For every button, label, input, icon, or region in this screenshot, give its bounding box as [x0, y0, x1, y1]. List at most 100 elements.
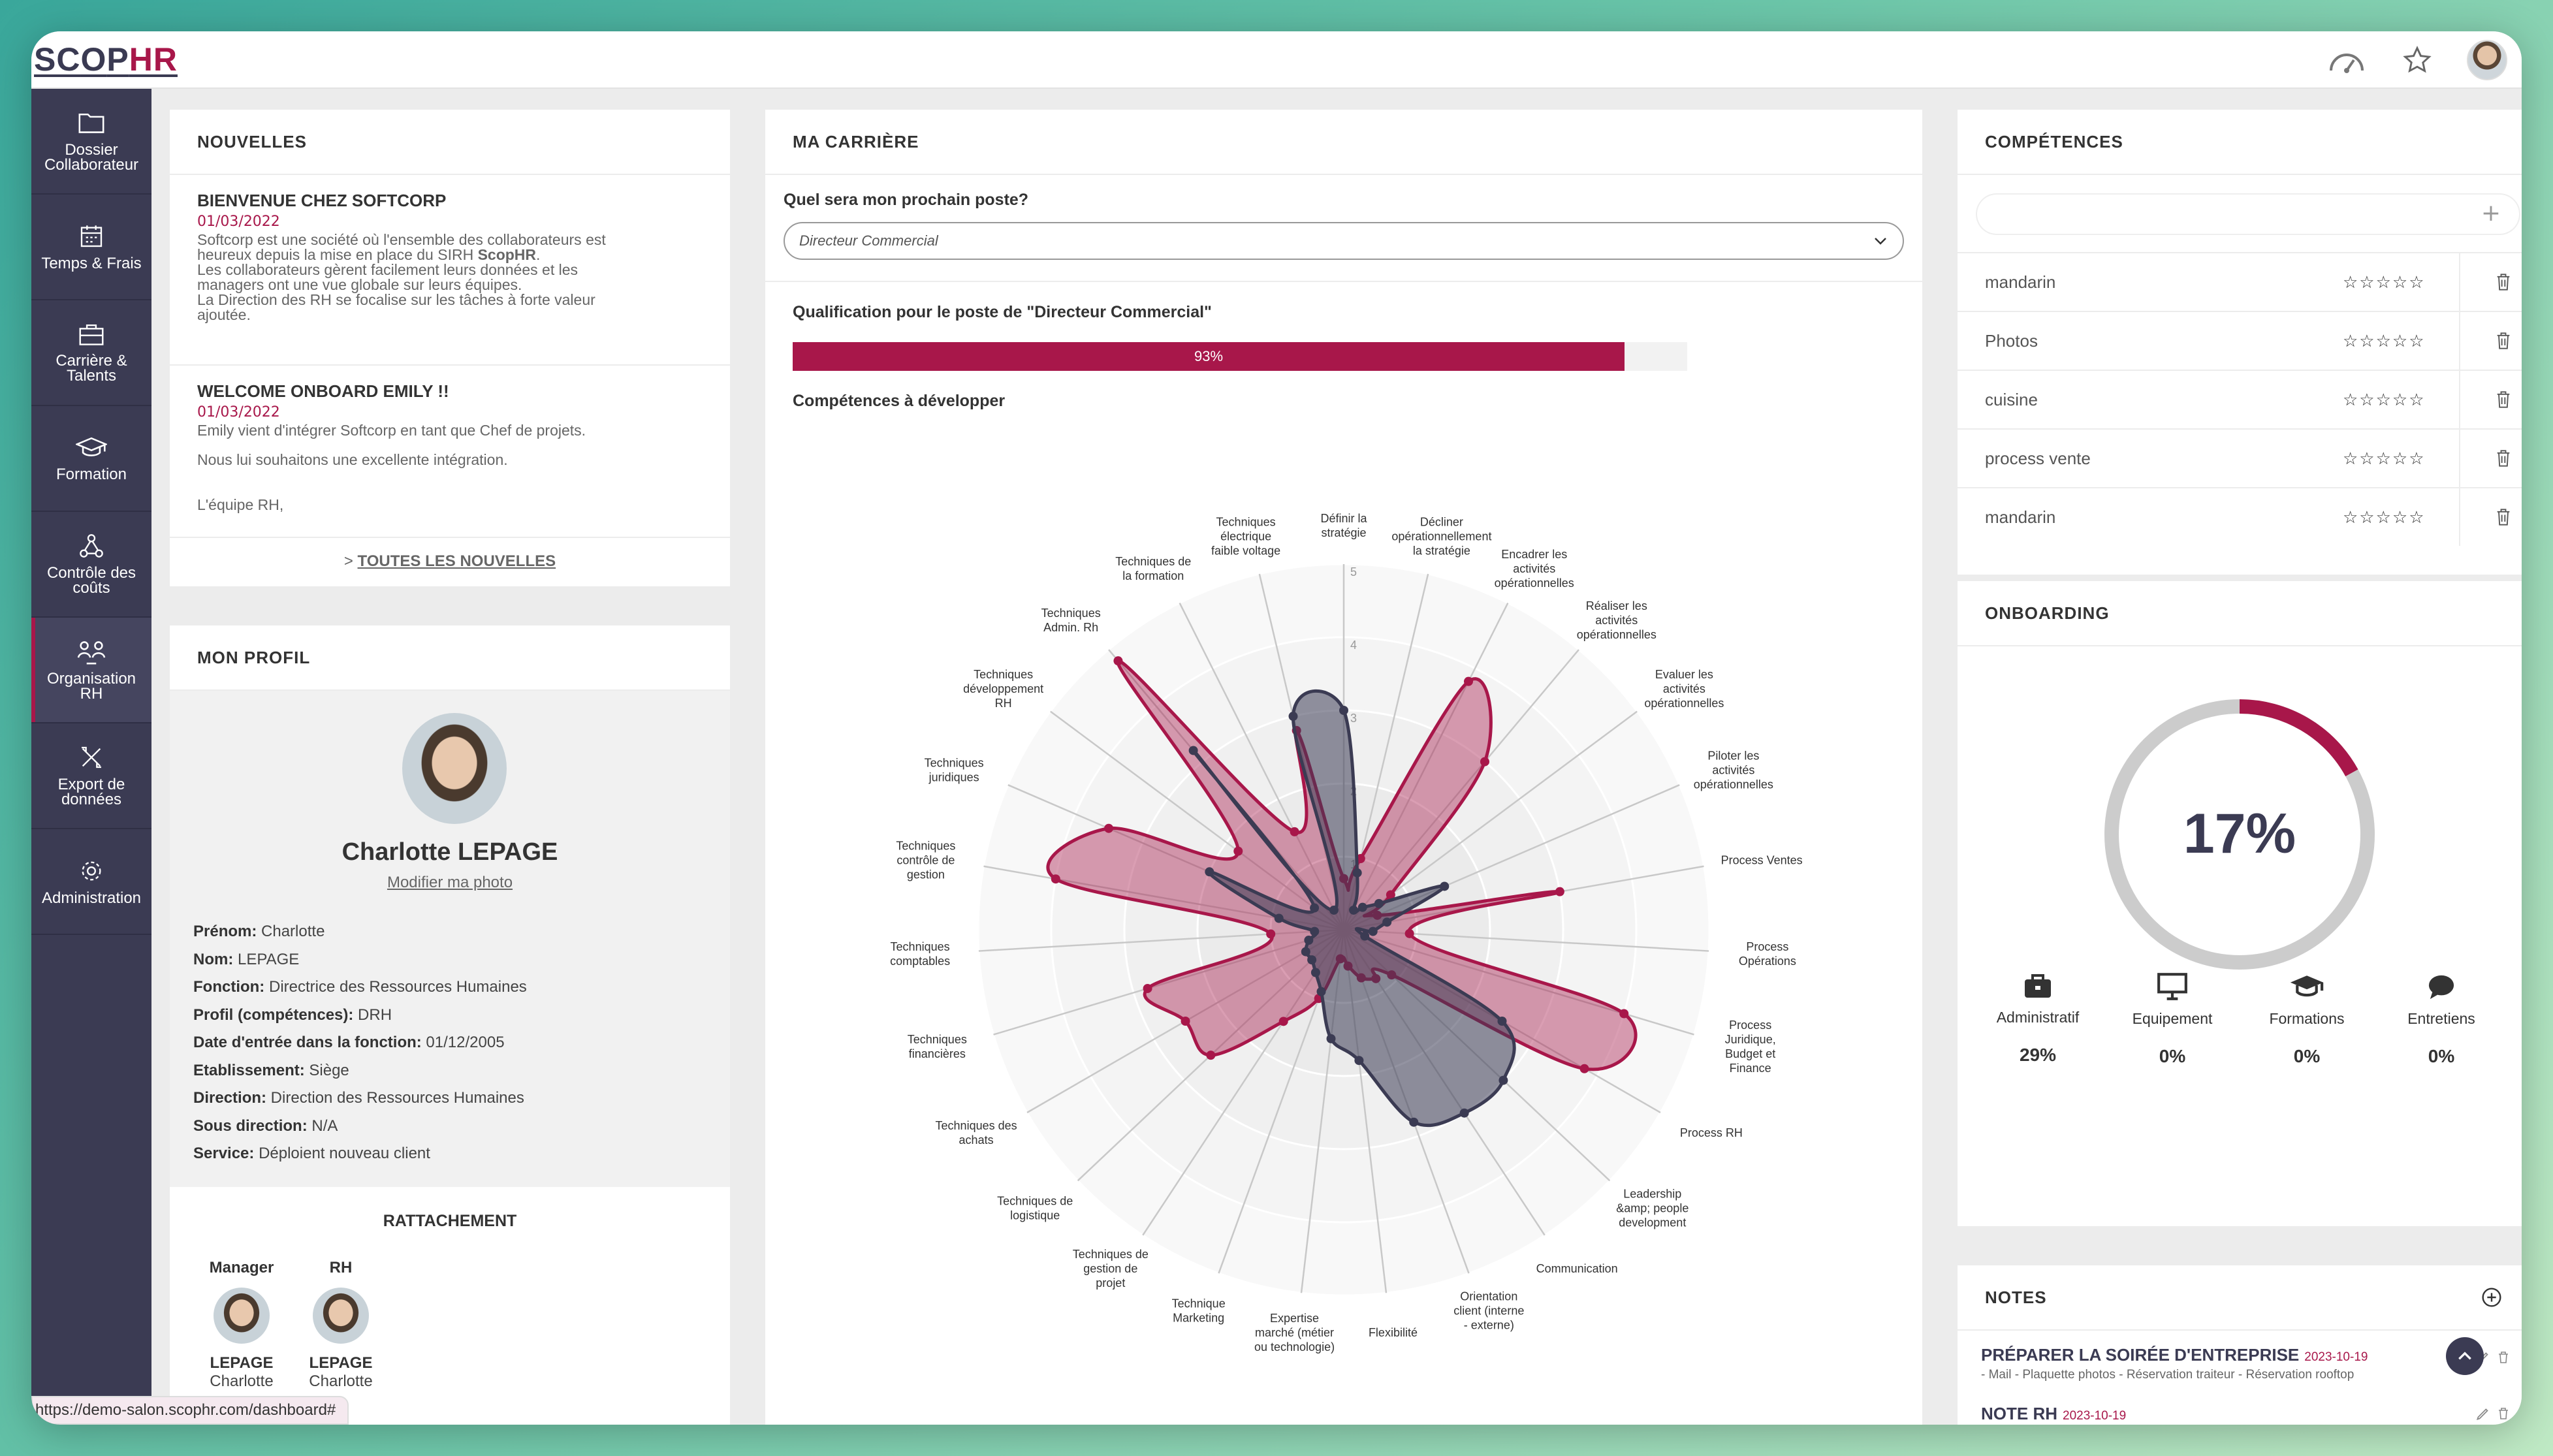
- onboarding-stat-entretiens[interactable]: Entretiens 0%: [2386, 973, 2497, 1067]
- radar-point: [1113, 656, 1123, 666]
- profile-photo: [402, 713, 507, 824]
- sidebar-item-dossier[interactable]: Dossier Collaborateur: [31, 89, 151, 195]
- delete-note-icon[interactable]: [2496, 1405, 2511, 1422]
- radar-category-label: Process RH: [1680, 1126, 1743, 1139]
- radar-point: [1310, 926, 1320, 936]
- radar-category-label: Techniques de la formation: [1115, 555, 1191, 582]
- manager-person[interactable]: Manager LEPAGE Charlotte: [209, 1259, 274, 1390]
- radar-point: [1205, 867, 1214, 877]
- skill-rating-stars[interactable]: ☆☆☆☆☆: [2343, 330, 2426, 351]
- onboarding-stat-formations[interactable]: Formations 0%: [2251, 973, 2362, 1067]
- trash-icon[interactable]: [2494, 507, 2513, 528]
- trash-icon[interactable]: [2494, 448, 2513, 469]
- all-news-link[interactable]: > TOUTES LES NOUVELLES: [343, 552, 556, 570]
- profile-title: MON PROFIL: [170, 625, 730, 691]
- app-window: SCOPHR Dossier Collaborateur Temps & Fra…: [31, 31, 2522, 1425]
- sidebar-item-temps[interactable]: Temps & Frais: [31, 195, 151, 300]
- onboarding-stat-administratif[interactable]: Administratif 29%: [1982, 973, 2093, 1067]
- radar-point: [1464, 676, 1474, 686]
- note-item[interactable]: NOTE RH 2023-10-19: [1981, 1404, 2127, 1423]
- radar-r-tick: 4: [1350, 639, 1357, 652]
- radar-category-label: Techniques électrique faible voltage: [1211, 516, 1280, 558]
- status-bar-url: https://demo-salon.scophr.com/dashboard#: [31, 1396, 349, 1425]
- radar-spoke: [993, 928, 1344, 1036]
- rh-person[interactable]: RH LEPAGE Charlotte: [309, 1259, 373, 1390]
- rattachement-section: RATTACHEMENT Manager LEPAGE Charlotte RH…: [170, 1187, 730, 1425]
- app-logo[interactable]: SCOPHR: [34, 41, 178, 78]
- skill-row: mandarin ☆☆☆☆☆: [1958, 487, 2522, 546]
- radar-point: [1143, 983, 1152, 993]
- scroll-to-top-button[interactable]: [2446, 1337, 2484, 1375]
- onboarding-stats: Administratif 29% Equipement 0% Formatio…: [1958, 973, 2522, 1067]
- favorite-star-icon[interactable]: [2396, 39, 2438, 81]
- profile-field: Sous direction: N/A: [193, 1116, 338, 1135]
- delete-note-icon[interactable]: [2496, 1349, 2511, 1366]
- dashboard-gauge-icon[interactable]: [2326, 39, 2368, 81]
- news-item[interactable]: WELCOME ONBOARD EMILY !! 01/03/2022 Emil…: [170, 366, 730, 538]
- sidebar: Dossier Collaborateur Temps & Frais Carr…: [31, 89, 151, 1425]
- radar-category-label: Piloter les activités opérationnelles: [1694, 749, 1773, 791]
- radar-point: [1354, 1056, 1364, 1066]
- radar-point: [1368, 926, 1378, 936]
- radar-point: [1404, 928, 1414, 938]
- radar-point: [1206, 1051, 1216, 1060]
- radar-point: [1307, 955, 1317, 965]
- skills-radar-chart: 12345Définir lastratégieDéclineropératio…: [890, 512, 1803, 1353]
- radar-category-label: Process Ventes: [1721, 853, 1803, 866]
- profile-fields: Prénom: Charlotte Nom: LEPAGE Fonction: …: [193, 918, 527, 1168]
- profile-card: MON PROFIL Charlotte LEPAGE Modifier ma …: [170, 625, 730, 1425]
- radar-spoke: [1343, 649, 1579, 930]
- briefcase-icon: [79, 324, 104, 345]
- skill-name: cuisine: [1985, 389, 2038, 409]
- sidebar-item-organisation[interactable]: Organisation RH: [31, 618, 151, 723]
- note-item[interactable]: PRÉPARER LA SOIRÉE D'ENTREPRISE 2023-10-1…: [1981, 1345, 2368, 1382]
- skill-rating-stars[interactable]: ☆☆☆☆☆: [2343, 507, 2426, 527]
- sidebar-item-controle[interactable]: Contrôle des coûts: [31, 512, 151, 618]
- next-position-select[interactable]: Directeur Commercial: [784, 222, 1904, 260]
- notes-title: NOTES: [1958, 1265, 2522, 1331]
- qualification-progress: 93%: [793, 342, 1687, 371]
- user-avatar[interactable]: [2467, 40, 2507, 80]
- radar-category-label: Décliner opérationnellement la stratégie: [1391, 516, 1491, 558]
- chevron-up-icon: [2458, 1352, 2471, 1360]
- radar-point: [1409, 1117, 1419, 1127]
- top-bar: SCOPHR: [31, 31, 2522, 89]
- onboarding-title: ONBOARDING: [1958, 581, 2522, 646]
- chat-icon: [2428, 975, 2454, 1000]
- qualification-title: Qualification pour le poste de "Directeu…: [793, 303, 1212, 321]
- sidebar-item-administration[interactable]: Administration: [31, 829, 151, 935]
- radar-category-label: Techniques de gestion de projet: [1073, 1248, 1149, 1290]
- news-item[interactable]: BIENVENUE CHEZ SOFTCORP 01/03/2022 Softc…: [170, 175, 730, 366]
- news-card: NOUVELLES BIENVENUE CHEZ SOFTCORP 01/03/…: [170, 110, 730, 586]
- edit-photo-link[interactable]: Modifier ma photo: [387, 874, 513, 891]
- radar-point: [1051, 874, 1060, 884]
- add-skill-plus-icon[interactable]: +: [2481, 200, 2501, 227]
- trash-icon[interactable]: [2494, 389, 2513, 410]
- radar-point: [1181, 1017, 1190, 1026]
- competences-card: COMPÉTENCES + mandarin ☆☆☆☆☆ Photos ☆☆☆☆☆ cu…: [1958, 110, 2522, 575]
- add-skill-input[interactable]: +: [1976, 193, 2520, 235]
- skill-rating-stars[interactable]: ☆☆☆☆☆: [2343, 272, 2426, 292]
- radar-category-label: Leadership &amp; people development: [1616, 1187, 1689, 1229]
- news-title: NOUVELLES: [170, 110, 730, 175]
- skill-row: mandarin ☆☆☆☆☆: [1958, 252, 2522, 311]
- trash-icon[interactable]: [2494, 272, 2513, 293]
- sidebar-item-export[interactable]: Export de données: [31, 723, 151, 829]
- skill-rating-stars[interactable]: ☆☆☆☆☆: [2343, 389, 2426, 409]
- radar-spoke: [1342, 603, 1509, 930]
- skill-name: mandarin: [1985, 272, 2056, 292]
- skill-row: Photos ☆☆☆☆☆: [1958, 311, 2522, 370]
- edit-note-icon[interactable]: [2475, 1405, 2492, 1422]
- radar-point: [1316, 987, 1326, 996]
- sidebar-item-carriere[interactable]: Carrière & Talents: [31, 300, 151, 406]
- add-note-icon[interactable]: [2481, 1287, 2502, 1308]
- skill-list: mandarin ☆☆☆☆☆ Photos ☆☆☆☆☆ cuisine ☆☆☆☆☆ proc…: [1958, 252, 2522, 546]
- trash-icon[interactable]: [2494, 330, 2513, 351]
- radar-point: [1339, 706, 1348, 715]
- onboarding-ring: 17%: [2104, 699, 2375, 970]
- onboarding-stat-equipement[interactable]: Equipement 0%: [2117, 973, 2228, 1067]
- skill-rating-stars[interactable]: ☆☆☆☆☆: [2343, 448, 2426, 468]
- career-title: MA CARRIÈRE: [765, 110, 1922, 175]
- radar-point: [1326, 1034, 1336, 1043]
- sidebar-item-formation[interactable]: Formation: [31, 406, 151, 512]
